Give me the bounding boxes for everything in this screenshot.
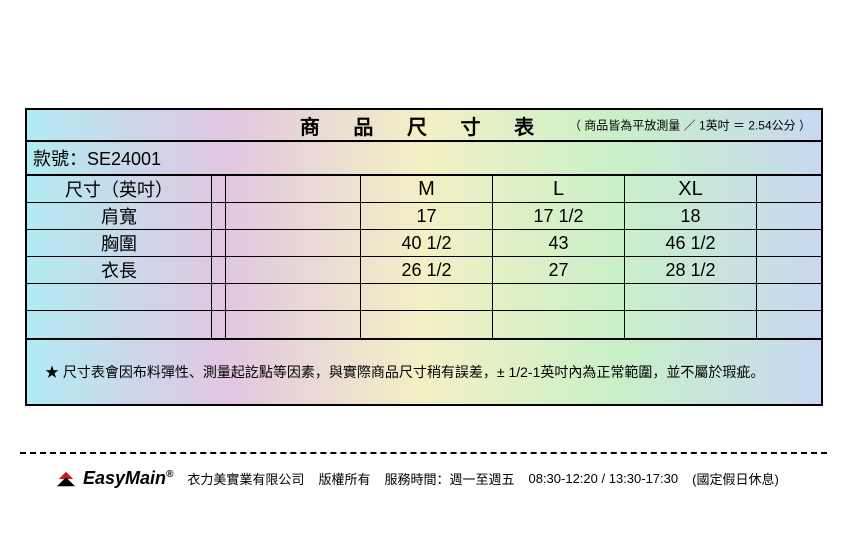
size-header: L (553, 178, 564, 201)
title-bar: 商 品 尺 寸 表 （ 商品皆為平放測量 ／ 1英吋 ＝ 2.54公分 ） (27, 110, 821, 142)
service-label: 服務時間：週一至週五 (384, 469, 514, 488)
brand-name: EasyMain® (83, 468, 173, 489)
cell-value: 46 1/2 (665, 233, 715, 254)
style-label: 款號： (33, 149, 87, 169)
style-row: 款號：SE24001 (27, 142, 821, 176)
chart-title: 商 品 尺 寸 表 (300, 111, 548, 140)
service-hours: 08:30-12:20 / 13:30-17:30 (528, 471, 678, 486)
divider-dashed (20, 452, 827, 454)
size-grid: 尺寸（英吋） 肩寬 胸圍 衣長 M 17 40 1/2 26 1/2 L 17 (27, 176, 821, 338)
row-label: 胸圍 (101, 230, 137, 256)
row-label: 衣長 (101, 257, 137, 283)
brand-logo: EasyMain® (55, 468, 173, 489)
cell-value: 27 (548, 260, 568, 281)
dimension-header: 尺寸（英吋） (65, 176, 173, 202)
size-column-m: M 17 40 1/2 26 1/2 (361, 176, 493, 338)
footer: EasyMain® 衣力美實業有限公司 版權所有 服務時間：週一至週五 08:3… (55, 468, 822, 489)
label-column: 尺寸（英吋） 肩寬 胸圍 衣長 (27, 176, 212, 338)
cell-value: 40 1/2 (401, 233, 451, 254)
disclaimer-row: ★ 尺寸表會因布料彈性、測量起訖點等因素，與實際商品尺寸稍有誤差，± 1/2-1… (27, 338, 821, 404)
disclaimer-text: ★ 尺寸表會因布料彈性、測量起訖點等因素，與實際商品尺寸稍有誤差，± 1/2-1… (45, 362, 764, 382)
cell-value: 26 1/2 (401, 260, 451, 281)
cell-value: 28 1/2 (665, 260, 715, 281)
company-name: 衣力美實業有限公司 (187, 469, 304, 488)
row-label: 肩寬 (101, 203, 137, 229)
cell-value: 43 (548, 233, 568, 254)
cell-value: 17 (416, 206, 436, 227)
spacer-column (212, 176, 226, 338)
blank-column (226, 176, 361, 338)
size-header: XL (678, 178, 702, 201)
size-header: M (418, 178, 435, 201)
cell-value: 18 (680, 206, 700, 227)
copyright: 版權所有 (318, 469, 370, 488)
size-column-l: L 17 1/2 43 27 (493, 176, 625, 338)
logo-icon (55, 470, 77, 488)
tail-column (757, 176, 821, 338)
holiday-note: (國定假日休息) (692, 469, 779, 488)
style-no: SE24001 (87, 149, 161, 169)
size-column-xl: XL 18 46 1/2 28 1/2 (625, 176, 757, 338)
title-note: （ 商品皆為平放測量 ／ 1英吋 ＝ 2.54公分 ） (569, 117, 811, 134)
cell-value: 17 1/2 (533, 206, 583, 227)
size-chart: 商 品 尺 寸 表 （ 商品皆為平放測量 ／ 1英吋 ＝ 2.54公分 ） 款號… (25, 108, 823, 406)
